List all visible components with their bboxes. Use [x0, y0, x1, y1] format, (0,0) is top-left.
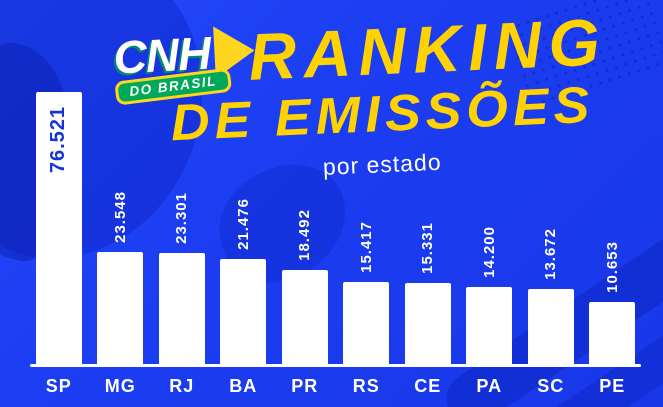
bar-value-label: 14.200 [480, 226, 498, 279]
bar-column: 13.672 [520, 228, 582, 364]
bar-value-label: 23.548 [111, 190, 129, 243]
bar-category-label: PE [599, 376, 626, 396]
bar-value-label: 15.417 [357, 221, 375, 274]
bar [466, 287, 513, 364]
cnh-do-brasil-logo: CNH DO BRASIL [112, 24, 256, 106]
bar-category-label: RS [352, 376, 380, 396]
bar: 76.521 [35, 92, 82, 364]
bar-column: 23.301 [151, 192, 213, 364]
bar-value-label: 10.653 [603, 241, 621, 293]
bar [220, 259, 267, 364]
bar-value-label: 23.301 [173, 191, 191, 244]
bar-category-label: SC [537, 376, 565, 396]
bar-value-label: 13.672 [542, 228, 560, 281]
bar [589, 302, 636, 364]
bar [404, 282, 451, 364]
bar [527, 289, 574, 364]
bar-category-label: MG [104, 376, 136, 396]
bar-value-label: 18.492 [296, 209, 314, 262]
bar-chart: 76.521 23.548 23.301 21.476 18.492 15.417 15.3… [28, 64, 643, 397]
bar-column: 14.200 [459, 226, 521, 364]
bar-column: 21.476 [213, 198, 275, 364]
bar [97, 251, 144, 364]
bar-value-label: 21.476 [234, 198, 252, 251]
bar [343, 282, 390, 364]
bars-area: 76.521 23.548 23.301 21.476 18.492 15.417 15.3… [28, 64, 643, 364]
bar [158, 252, 205, 364]
category-axis: SP MG RJ BA PR RS CE PA SC PE [28, 367, 643, 397]
bar-category-label: CE [414, 376, 442, 396]
bar-value-label: 15.331 [419, 221, 437, 274]
bar-column: 10.653 [582, 241, 644, 364]
bar-category-label: BA [229, 376, 258, 396]
bar-column: 15.417 [336, 221, 398, 364]
bar [281, 270, 328, 364]
bar-category-label: PA [476, 376, 503, 396]
bar-column: 15.331 [397, 222, 459, 364]
chart-baseline [30, 364, 641, 367]
bar-category-label: PR [291, 376, 319, 396]
bar-value-label: 76.521 [47, 106, 70, 174]
bar-column: 18.492 [274, 209, 336, 364]
bar-category-label: SP [45, 376, 72, 396]
bar-category-label: RJ [169, 376, 195, 396]
bar-column: 23.548 [90, 191, 152, 364]
bar-column: 76.521 [28, 92, 90, 364]
